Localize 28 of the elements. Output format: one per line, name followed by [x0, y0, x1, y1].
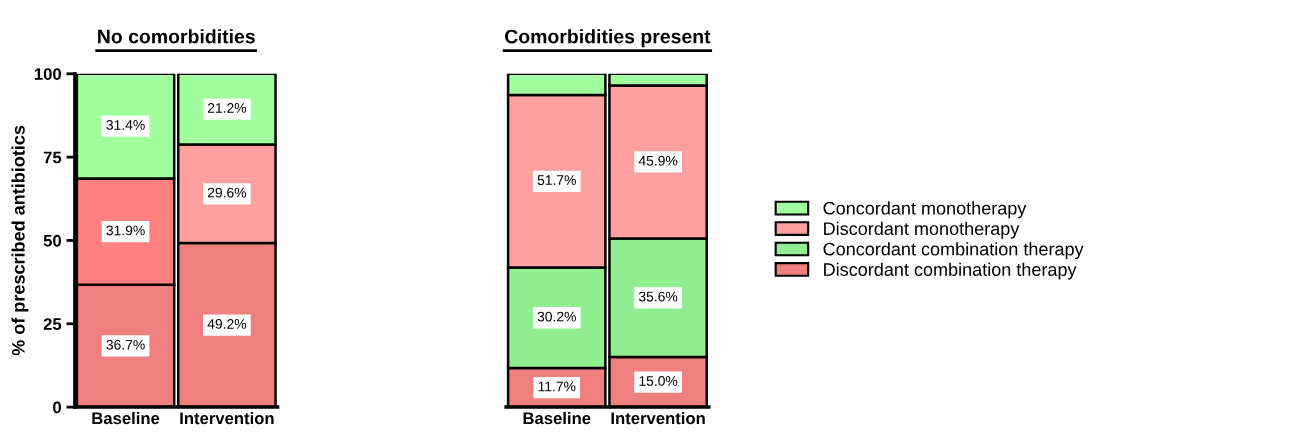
data-label: 51.7% [537, 175, 576, 185]
data-label: 36.7% [106, 339, 145, 350]
y-tick-label: 75 [43, 151, 62, 164]
data-label: 49.2% [207, 318, 247, 329]
data-label: 21.2% [207, 103, 247, 113]
legend-label: Concordant monotherapy [823, 201, 1027, 219]
legend-label: Concordant combination therapy [823, 242, 1084, 260]
legend-label: Discordant combination therapy [824, 262, 1077, 280]
y-tick-label: 25 [43, 318, 62, 330]
chart-title: Comorbidities present [505, 29, 711, 48]
data-label: 30.2% [537, 311, 576, 322]
x-tick-label: Intervention [180, 411, 274, 425]
data-label: 35.6% [638, 291, 678, 302]
y-axis-title: % of prescribed antibiotics [11, 125, 29, 356]
data-label: 45.9% [638, 155, 678, 166]
y-tick-label: 50 [43, 234, 61, 247]
data-label: 31.9% [106, 225, 145, 236]
y-tick-label: 100 [34, 68, 61, 80]
x-tick-label: Baseline [523, 411, 591, 425]
chart-title: No comorbidities [98, 29, 255, 44]
data-label: 29.6% [207, 187, 247, 198]
data-label: 31.4% [106, 120, 145, 130]
x-tick-label: Baseline [92, 411, 160, 425]
data-label: 15.0% [639, 375, 678, 386]
data-label: 11.7% [538, 381, 576, 392]
x-tick-label: Intervention [611, 411, 705, 425]
legend-label: Discordant monotherapy [824, 221, 1020, 239]
y-tick-label: 0 [53, 401, 61, 414]
